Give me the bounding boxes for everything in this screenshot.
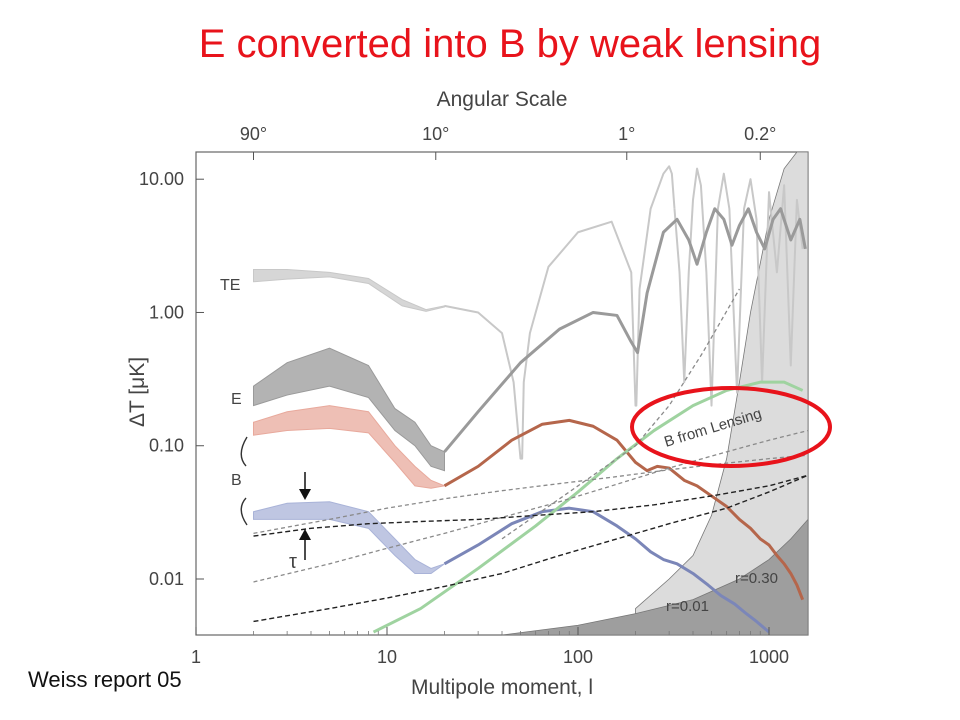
dashed-curve [501, 288, 740, 540]
band-e [252, 347, 446, 472]
y-tick-label: 0.01 [149, 569, 184, 589]
power-lines [253, 165, 809, 634]
line-r-0-01 [443, 506, 770, 634]
lensing-highlight-ellipse [630, 386, 832, 468]
band-b [252, 405, 447, 489]
line-te [444, 165, 676, 460]
annotation-e: E [231, 391, 242, 408]
axes: 1 10 100 1000 10.00 1.00 0.10 0.01 90° 10° 1° 0.2° A… [126, 88, 789, 699]
x-tick-label: 1000 [749, 647, 789, 667]
x-axis-label: Multipole moment, l [411, 676, 593, 699]
x-tick-label: 1 [191, 647, 201, 667]
shaded-region [635, 151, 809, 636]
annotation-te: TE [220, 277, 240, 294]
slide-title: E converted into B by weak lensing [198, 22, 822, 66]
tau-arrowhead-down [299, 489, 311, 500]
shaded-region [501, 518, 809, 636]
line-b-from-lensing [372, 380, 804, 634]
x-tick-label: 100 [563, 647, 593, 667]
b-bracket [240, 436, 248, 526]
power-bands [252, 269, 447, 574]
shaded-regions [501, 151, 809, 636]
tau-arrowhead-up [299, 529, 311, 540]
band-b [252, 501, 445, 574]
line-e [443, 207, 807, 453]
annotation-b: B [231, 472, 242, 489]
y-tick-label: 1.00 [149, 302, 184, 322]
top-tick-label: 10° [422, 124, 449, 144]
line-te [673, 167, 804, 407]
credit-label: Weiss report 05 [28, 667, 182, 692]
dashed-curve [253, 474, 809, 537]
y-tick-label: 0.10 [149, 436, 184, 456]
line-r-0-30 [443, 418, 805, 601]
annotation-r001: r=0.01 [666, 598, 709, 615]
y-tick-label: 10.00 [139, 169, 184, 189]
y-axis-label: ΔT [μK] [126, 357, 149, 427]
band-te [252, 269, 446, 312]
dashed-curve [253, 474, 809, 623]
annotation-tau: τ [289, 551, 297, 573]
top-tick-label: 0.2° [744, 124, 776, 144]
top-tick-label: 1° [618, 124, 635, 144]
top-axis-label: Angular Scale [437, 88, 568, 111]
top-tick-label: 90° [240, 124, 267, 144]
x-tick-label: 10 [377, 647, 397, 667]
annotation-r030: r=0.30 [735, 570, 778, 587]
dashed-curve [253, 429, 809, 583]
dashed-curve [253, 454, 809, 535]
